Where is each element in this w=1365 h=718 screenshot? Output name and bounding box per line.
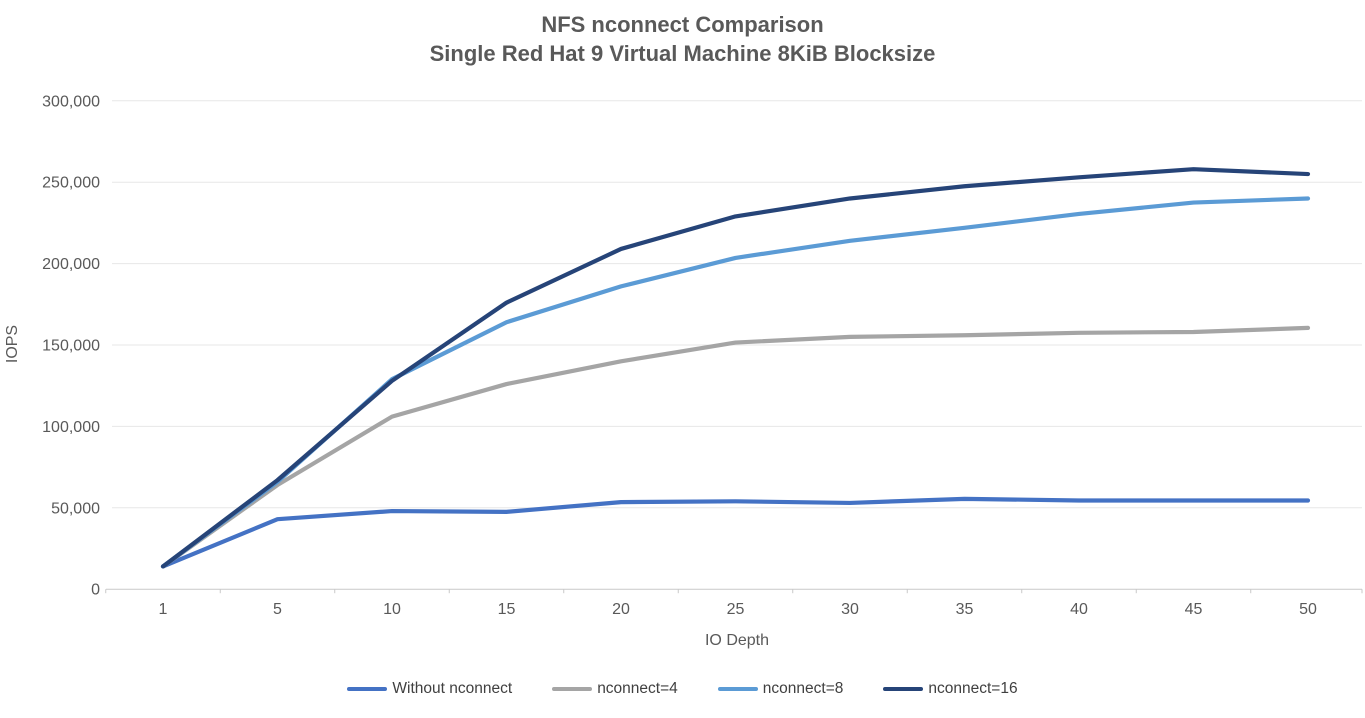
legend-label-without-nconnect: Without nconnect	[392, 680, 513, 697]
x-axis-tick-label: 45	[1185, 601, 1203, 618]
y-axis-tick-label: 200,000	[42, 256, 100, 273]
legend-line-swatch-without-nconnect	[347, 687, 388, 691]
chart-title-line1: NFS nconnect Comparison	[541, 12, 824, 37]
line-chart-plot-area: 0 50,000 100,000 150,000 200,000 250,000 300,0…	[42, 93, 1363, 618]
x-axis-tick-label: 35	[956, 601, 974, 618]
chart-title-line2: Single Red Hat 9 Virtual Machine 8KiB Bl…	[429, 41, 936, 66]
y-axis-tick-label: 100,000	[42, 419, 100, 436]
legend-item-without-nconnect: Without nconnect	[347, 680, 512, 698]
y-axis-tick-label: 150,000	[42, 338, 100, 355]
x-axis-tick-label: 15	[498, 601, 516, 618]
series-line-without-nconnect	[160, 496, 1311, 569]
series-line-nconnect-16	[160, 167, 1311, 569]
x-axis-tick-label: 30	[841, 601, 859, 618]
legend-item-nconnect-16: nconnect=16	[883, 680, 1018, 698]
legend-item-nconnect-8: nconnect=8	[717, 680, 844, 698]
legend-label-nconnect-8: nconnect=8	[762, 680, 844, 697]
series-line-nconnect-8	[160, 196, 1311, 569]
x-axis-tick-label: 25	[727, 601, 745, 618]
x-axis-title: IO Depth	[704, 632, 770, 649]
x-axis-tick-label: 10	[383, 601, 401, 618]
chart-title: NFS nconnect Comparison Single Red Hat 9…	[0, 10, 1365, 68]
y-axis-tick-label: 250,000	[42, 175, 100, 192]
x-axis-tick-label: 1	[159, 601, 168, 618]
y-axis-tick-label: 50,000	[51, 500, 100, 517]
legend-label-nconnect-4: nconnect=4	[597, 680, 678, 697]
series-line-nconnect-4	[160, 325, 1311, 569]
x-axis-tick-label: 40	[1070, 601, 1088, 618]
y-axis-tick-label: 300,000	[42, 93, 100, 110]
x-axis-tick-label: 5	[273, 601, 282, 618]
chart-legend: Without nconnect nconnect=4 nconnect=8 n…	[0, 680, 1365, 698]
x-axis-tick-label: 50	[1299, 601, 1317, 618]
legend-item-nconnect-4: nconnect=4	[552, 680, 678, 698]
legend-line-swatch-nconnect-8	[717, 687, 758, 691]
legend-line-swatch-nconnect-16	[883, 687, 924, 691]
legend-label-nconnect-16: nconnect=16	[928, 680, 1018, 697]
x-axis-tick-label: 20	[612, 601, 630, 618]
y-axis-tick-label: 0	[91, 582, 100, 599]
legend-line-swatch-nconnect-4	[552, 687, 593, 691]
